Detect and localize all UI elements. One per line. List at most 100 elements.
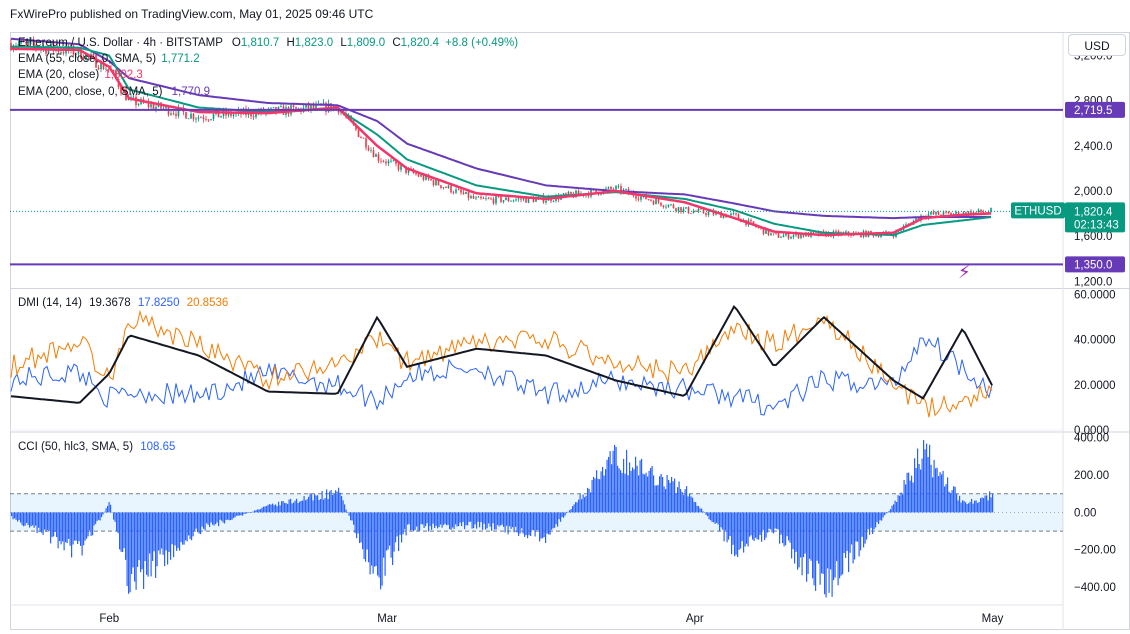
cci-bar xyxy=(347,512,349,513)
cci-bar xyxy=(107,505,109,513)
cci-bar xyxy=(690,496,692,513)
candle-body xyxy=(675,208,677,212)
cci-bar xyxy=(467,512,469,526)
ema20-value: 1,802.3 xyxy=(104,69,143,81)
cci-bar xyxy=(300,500,302,513)
ema20-legend[interactable]: EMA (20, close) 1,802.3 xyxy=(18,69,143,81)
cci-bar xyxy=(579,494,581,513)
cci-bar xyxy=(971,498,973,513)
candle-body xyxy=(485,198,487,200)
cci-bar xyxy=(18,512,20,521)
cci-bar xyxy=(363,512,365,559)
cci-bar xyxy=(915,468,917,513)
cci-bar xyxy=(588,488,590,513)
currency-button[interactable]: USD xyxy=(1068,34,1126,56)
candle-body xyxy=(120,87,122,93)
candle-body xyxy=(512,200,515,202)
cci-bar xyxy=(303,496,305,513)
candle-body xyxy=(360,136,362,138)
cci-bar xyxy=(587,487,589,513)
cci-bar xyxy=(341,496,343,513)
cci-bar xyxy=(966,504,968,513)
ema55-legend[interactable]: EMA (55, close, 0, SMA, 5) 1,771.2 xyxy=(18,53,200,65)
cci-bar xyxy=(779,512,781,544)
cci-bar xyxy=(972,503,974,513)
cci-bar xyxy=(759,512,761,535)
cci-bar xyxy=(248,512,250,513)
cci-bar xyxy=(519,512,521,534)
cci-bar xyxy=(707,512,709,517)
candle-body xyxy=(662,205,665,208)
candle-body xyxy=(80,47,82,59)
cci-bar xyxy=(822,512,824,575)
ohlc-change: +8.8 (+0.49%) xyxy=(445,37,519,49)
cci-bar xyxy=(752,512,754,540)
cci-bar xyxy=(206,512,208,524)
cci-bar xyxy=(413,512,415,532)
cci-bar xyxy=(275,504,277,513)
cci-bar xyxy=(218,512,220,527)
cci-bar xyxy=(56,512,58,538)
tradingview-logo-icon[interactable]: ⚡ xyxy=(958,262,971,282)
candle-body xyxy=(170,113,172,115)
cci-bar xyxy=(623,458,625,513)
cci-bar xyxy=(323,499,325,513)
dmi-legend[interactable]: DMI (14, 14) 19.3678 17.8250 20.8536 xyxy=(18,297,228,309)
cci-bar xyxy=(171,512,173,545)
cci-bar xyxy=(291,503,293,513)
candle-body xyxy=(190,113,192,119)
cci-bar xyxy=(105,508,107,513)
cci-bar xyxy=(506,512,508,526)
time-tick-label: Mar xyxy=(377,613,397,625)
cci-bar xyxy=(474,512,476,525)
cci-bar xyxy=(524,512,526,537)
cci-bar xyxy=(977,503,979,513)
cci-bar xyxy=(486,512,488,529)
time-tick-label: Feb xyxy=(99,613,119,625)
cci-bar xyxy=(399,512,401,535)
cci-bar xyxy=(893,504,895,513)
cci-bar xyxy=(437,512,439,529)
cci-bar xyxy=(782,512,784,544)
candle-body xyxy=(395,160,397,164)
cci-bar xyxy=(881,512,883,521)
ema200-legend[interactable]: EMA (200, close, 0, SMA, 5) 1,770.9 xyxy=(18,86,210,98)
candle-body xyxy=(977,209,980,213)
candle-body xyxy=(177,107,180,116)
cci-legend[interactable]: CCI (50, hlc3, SMA, 5) 108.65 xyxy=(18,441,175,453)
cci-bar xyxy=(158,512,160,551)
cci-bar xyxy=(261,507,263,513)
cci-bar xyxy=(309,493,311,513)
cci-bar xyxy=(978,502,980,513)
candle-body xyxy=(552,200,555,202)
candle-body xyxy=(900,230,902,231)
cci-bar xyxy=(662,477,664,513)
cci-bar xyxy=(440,512,442,525)
cci-bar xyxy=(678,481,680,513)
cci-bar xyxy=(729,512,731,537)
cci-bar xyxy=(293,502,295,513)
symbol-title[interactable]: Ethereum / U.S. Dollar · 4h · BITSTAMP xyxy=(18,37,223,49)
cci-bar xyxy=(14,512,16,519)
candle-body xyxy=(722,214,725,218)
candle-body xyxy=(362,137,365,139)
cci-bar xyxy=(740,512,742,549)
cci-bar xyxy=(743,512,745,553)
cci-bar xyxy=(533,512,535,531)
cci-bar xyxy=(366,512,368,550)
cci-bar xyxy=(164,512,166,567)
candle-body xyxy=(937,211,940,215)
cci-bar xyxy=(252,511,254,513)
cci-bar xyxy=(174,512,176,546)
cci-bar xyxy=(714,512,716,524)
cci-bar xyxy=(38,512,40,528)
dmi-label: DMI (14, 14) xyxy=(18,297,82,309)
candle-body xyxy=(772,233,775,235)
cci-bar xyxy=(126,512,128,587)
candle-body xyxy=(802,234,805,237)
cci-bar xyxy=(489,512,491,527)
candle-body xyxy=(600,193,602,195)
candle-body xyxy=(945,211,947,213)
cci-bar xyxy=(621,472,623,513)
